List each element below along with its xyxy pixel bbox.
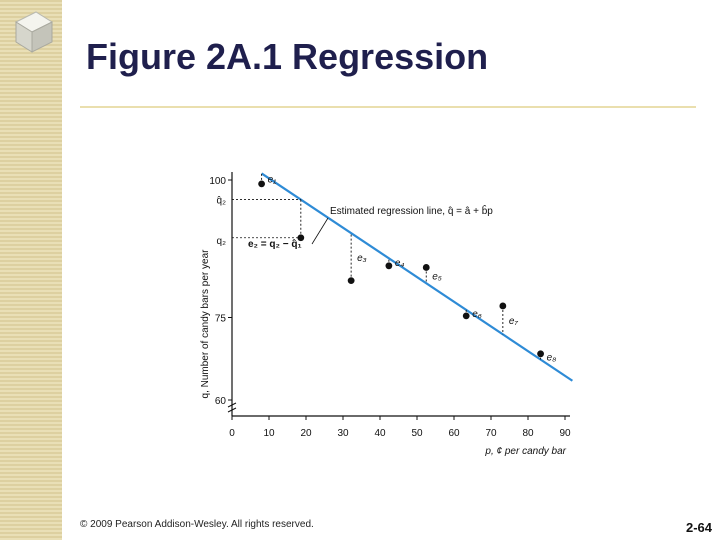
x-tick-label: 40: [374, 428, 386, 439]
y-tick-label: 60: [215, 396, 227, 407]
copyright-notice: © 2009 Pearson Addison-Wesley. All right…: [80, 519, 314, 530]
residual-label: e₃: [357, 253, 367, 264]
data-point: [462, 312, 470, 320]
x-tick-label: 10: [263, 428, 275, 439]
x-tick-label: 20: [300, 428, 312, 439]
q-hat-2-label: q̂₂: [217, 195, 227, 207]
residual-label: e₈: [547, 353, 557, 364]
data-point: [422, 264, 430, 271]
x-tick-label: 30: [337, 428, 349, 439]
data-point: [258, 180, 265, 188]
regression-line: [260, 172, 574, 382]
decorative-side-strip: [0, 0, 62, 540]
glass-cube-icon: [14, 11, 54, 53]
q2-label: q₂: [217, 236, 227, 247]
regression-chart: q, Number of candy bars per year p, ¢ pe…: [190, 160, 590, 460]
axis-break-mark: [227, 402, 237, 413]
slide-title: Figure 2A.1 Regression: [86, 36, 489, 77]
y-tick-label: 75: [215, 314, 227, 325]
residual-label: e₆: [472, 309, 482, 320]
y-tick-label: 100: [209, 176, 226, 187]
x-tick-label: 60: [448, 428, 460, 439]
regression-line-pointer: [311, 217, 329, 245]
regression-chart-svg: q, Number of candy bars per year p, ¢ pe…: [200, 172, 574, 457]
x-axis-label: p, ¢ per candy bar: [484, 446, 566, 457]
x-tick-label: 50: [411, 428, 423, 439]
title-divider: [80, 106, 696, 108]
x-tick-label: 80: [522, 428, 534, 439]
page-number: 2-64: [685, 520, 712, 535]
data-point: [385, 262, 393, 270]
residual-label: e₇: [509, 316, 519, 327]
regression-line-label: Estimated regression line, q̂ = â + b̂p: [330, 203, 493, 217]
residual-formula-label: e₂ = q₂ − q̂₁: [248, 239, 302, 250]
x-tick-label: 70: [485, 428, 497, 439]
data-point: [297, 234, 305, 242]
x-tick-label: 0: [229, 428, 235, 439]
data-point: [347, 277, 355, 285]
residual-label: e₅: [432, 271, 442, 282]
data-point: [537, 350, 544, 358]
data-point: [499, 302, 507, 310]
residual-label: e₄: [395, 258, 405, 269]
residual-label: e₁: [268, 175, 277, 186]
x-tick-label: 90: [559, 428, 571, 439]
y-axis-label: q, Number of candy bars per year: [200, 249, 211, 399]
